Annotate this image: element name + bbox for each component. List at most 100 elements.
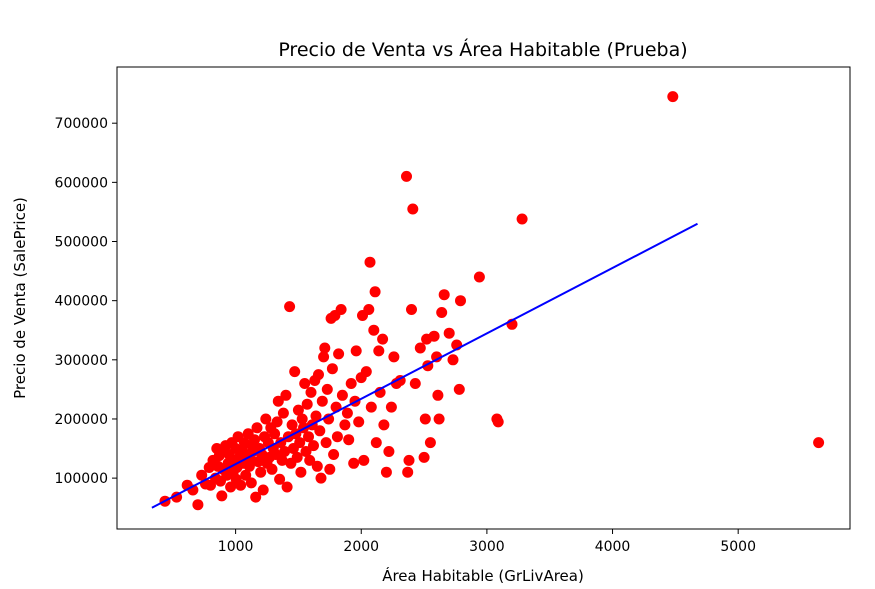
- data-point: [269, 428, 281, 440]
- data-point: [292, 404, 304, 416]
- data-point: [492, 416, 504, 428]
- data-point: [453, 383, 465, 395]
- y-axis-ticks: 100000 200000 300000 400000 500000 600000 7000…: [55, 116, 117, 487]
- data-point: [291, 451, 303, 463]
- data-point: [225, 481, 237, 493]
- data-point: [443, 327, 455, 339]
- data-point: [380, 466, 392, 478]
- data-point: [363, 304, 375, 315]
- plot-marks: [151, 91, 825, 511]
- data-point: [311, 460, 323, 472]
- data-point: [813, 437, 825, 449]
- data-point: [385, 401, 397, 413]
- data-point: [326, 363, 338, 375]
- data-point: [272, 395, 284, 407]
- data-point: [407, 203, 419, 215]
- y-tick-label: 600000: [55, 175, 108, 191]
- data-point: [266, 463, 278, 475]
- data-point: [260, 413, 272, 425]
- data-point: [305, 386, 317, 398]
- data-point: [428, 330, 440, 342]
- data-point: [433, 413, 445, 425]
- data-point: [294, 437, 306, 449]
- data-point: [414, 342, 426, 354]
- data-point: [377, 333, 389, 345]
- data-point: [321, 383, 333, 395]
- data-point: [339, 419, 351, 431]
- data-point: [301, 398, 313, 410]
- data-point: [364, 256, 376, 268]
- x-axis-label: Área Habitable (GrLivArea): [382, 566, 584, 585]
- data-point: [196, 469, 208, 481]
- data-point: [318, 351, 330, 363]
- data-point: [406, 304, 417, 315]
- data-point: [310, 410, 322, 422]
- data-point: [431, 351, 443, 363]
- data-point: [333, 348, 345, 360]
- data-point: [403, 454, 415, 466]
- data-point: [308, 440, 319, 452]
- y-tick-label: 100000: [55, 471, 108, 487]
- data-point: [250, 491, 262, 503]
- y-axis-label: Precio de Venta (SalePrice): [11, 197, 29, 399]
- data-point: [328, 449, 340, 460]
- data-point: [235, 479, 247, 491]
- data-point: [257, 484, 269, 496]
- data-point: [313, 369, 324, 381]
- y-tick-label: 400000: [55, 294, 108, 310]
- data-point: [401, 170, 412, 182]
- data-point: [402, 466, 414, 478]
- data-point: [304, 454, 316, 466]
- data-point: [251, 422, 263, 434]
- data-point: [419, 413, 431, 425]
- data-point: [279, 446, 291, 457]
- data-point: [281, 481, 293, 493]
- data-point: [432, 389, 444, 401]
- data-point: [286, 419, 298, 431]
- data-point: [368, 324, 380, 336]
- data-point: [353, 416, 365, 428]
- chart-title: Precio de Venta vs Área Habitable (Prueb…: [278, 38, 687, 61]
- x-tick-label: 3000: [469, 539, 505, 555]
- y-tick-label: 700000: [55, 116, 108, 132]
- data-point: [516, 213, 528, 225]
- data-point: [319, 342, 331, 354]
- x-tick-label: 1000: [218, 539, 254, 555]
- data-point: [245, 477, 257, 489]
- data-point: [296, 413, 308, 425]
- data-point: [284, 301, 296, 313]
- x-tick-label: 4000: [595, 539, 631, 555]
- data-point: [299, 378, 311, 389]
- data-point: [295, 466, 307, 478]
- y-tick-label: 200000: [55, 412, 108, 428]
- data-point: [667, 91, 679, 103]
- data-point: [255, 466, 267, 478]
- x-tick-label: 2000: [343, 539, 379, 555]
- data-point: [345, 378, 357, 389]
- data-point: [336, 389, 348, 401]
- y-tick-label: 500000: [55, 235, 108, 251]
- data-point: [277, 407, 289, 419]
- data-point: [316, 395, 328, 407]
- data-point: [436, 307, 448, 318]
- data-point: [373, 345, 385, 357]
- data-point: [369, 286, 381, 298]
- data-point: [331, 431, 343, 443]
- data-point: [424, 437, 436, 449]
- y-tick-label: 300000: [55, 353, 108, 369]
- data-point: [314, 425, 326, 437]
- data-point: [365, 401, 377, 413]
- data-point: [378, 419, 390, 431]
- data-point: [388, 351, 400, 363]
- data-point: [473, 271, 485, 283]
- data-point: [350, 345, 362, 357]
- data-point: [192, 499, 204, 511]
- data-point: [240, 469, 252, 481]
- data-point: [303, 431, 314, 443]
- data-point: [274, 473, 286, 485]
- data-point: [341, 407, 353, 419]
- x-axis-ticks: 1000 2000 3000 4000 5000: [218, 529, 756, 555]
- data-point: [358, 454, 370, 466]
- data-point: [300, 446, 312, 457]
